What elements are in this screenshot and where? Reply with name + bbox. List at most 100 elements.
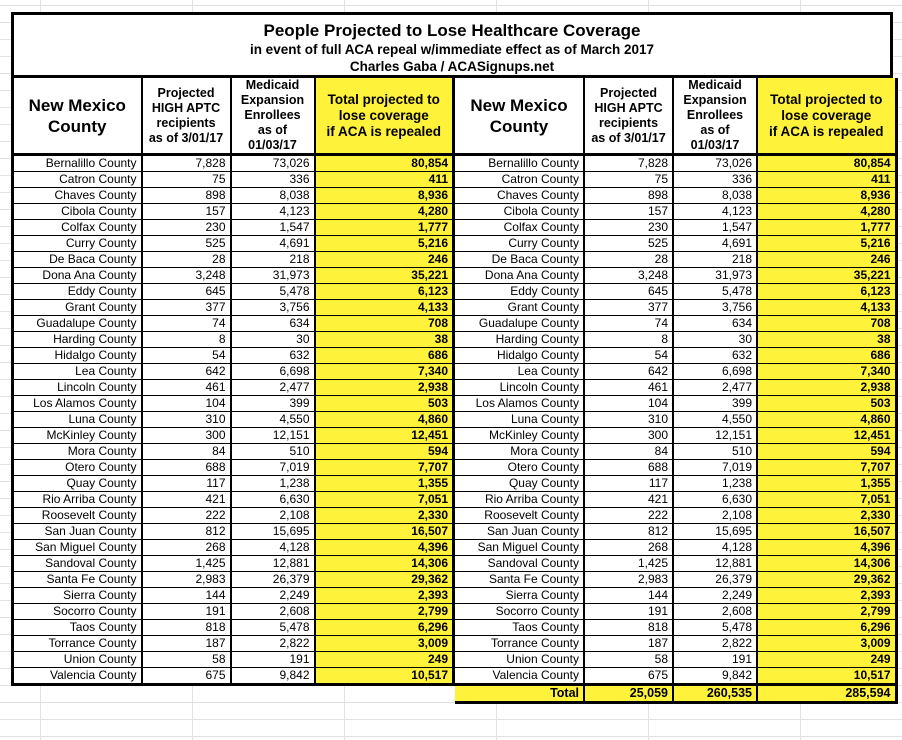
county-row: Taos County 818 5,478 6,296 [11,619,455,636]
total-value-cell: 3,009 [313,635,455,652]
aptc-value-cell: 688 [140,459,232,476]
county-name-cell: San Miguel County [455,539,585,556]
total-value-cell: 4,396 [313,539,455,556]
county-row: Hidalgo County 54 632 686 [455,347,898,364]
aptc-value-cell: 2,983 [583,571,674,588]
total-value-cell: 14,306 [313,555,455,572]
county-row: Valencia County 675 9,842 10,517 [455,667,898,685]
total-value-cell: 5,216 [313,235,455,252]
county-row: Curry County 525 4,691 5,216 [11,235,455,252]
county-name-cell: Catron County [455,171,585,188]
county-row: San Miguel County 268 4,128 4,396 [455,539,898,556]
aptc-value-cell: 54 [583,347,674,364]
county-row: Eddy County 645 5,478 6,123 [455,283,898,300]
county-row: Quay County 117 1,238 1,355 [455,475,898,492]
county-name-cell: Grant County [11,299,143,316]
county-name-cell: Sierra County [11,587,143,604]
medicaid-value-cell: 12,881 [672,555,758,572]
county-name-cell: Lea County [11,363,143,380]
county-row: Otero County 688 7,019 7,707 [11,459,455,476]
aptc-value-cell: 8 [583,331,674,348]
aptc-value-cell: 3,248 [140,267,232,284]
aptc-value-cell: 157 [583,203,674,220]
county-name-cell: Los Alamos County [455,395,585,412]
total-value-cell: 29,362 [313,571,455,588]
county-name-cell: Lea County [455,363,585,380]
aptc-value-cell: 117 [140,475,232,492]
aptc-value-cell: 7,828 [583,154,674,172]
medicaid-value-cell: 4,691 [229,235,316,252]
county-row: Los Alamos County 104 399 503 [455,395,898,412]
aptc-value-cell: 144 [583,587,674,604]
medicaid-value-cell: 336 [229,171,316,188]
col-header-county: New Mexico County [11,78,143,156]
county-row: McKinley County 300 12,151 12,451 [11,427,455,444]
aptc-value-cell: 1,425 [583,555,674,572]
county-name-cell: Eddy County [11,283,143,300]
medicaid-value-cell: 8,038 [672,187,758,204]
total-value-cell: 7,707 [756,459,898,476]
aptc-value-cell: 268 [583,539,674,556]
county-name-cell: Mora County [11,443,143,460]
medicaid-value-cell: 4,550 [229,411,316,428]
total-value-cell: 2,330 [756,507,898,524]
aptc-value-cell: 222 [583,507,674,524]
county-row: Torrance County 187 2,822 3,009 [455,635,898,652]
county-row: Roosevelt County 222 2,108 2,330 [455,507,898,524]
total-value-cell: 29,362 [756,571,898,588]
county-row: Hidalgo County 54 632 686 [11,347,455,364]
total-label-cell: Total [455,683,585,704]
county-row: Sandoval County 1,425 12,881 14,306 [455,555,898,572]
county-row: Lea County 642 6,698 7,340 [455,363,898,380]
county-row: Catron County 75 336 411 [11,171,455,188]
county-name-cell: Rio Arriba County [11,491,143,508]
aptc-value-cell: 812 [140,523,232,540]
county-row: San Juan County 812 15,695 16,507 [455,523,898,540]
county-row: Los Alamos County 104 399 503 [11,395,455,412]
aptc-value-cell: 645 [583,283,674,300]
county-row: Dona Ana County 3,248 31,973 35,221 [455,267,898,284]
medicaid-value-cell: 2,249 [229,587,316,604]
county-name-cell: San Miguel County [11,539,143,556]
county-row: Mora County 84 510 594 [11,443,455,460]
county-row: Eddy County 645 5,478 6,123 [11,283,455,300]
aptc-value-cell: 675 [140,667,232,686]
total-value-cell: 2,330 [313,507,455,524]
county-row: Lea County 642 6,698 7,340 [11,363,455,380]
county-name-cell: Otero County [455,459,585,476]
county-name-cell: Dona Ana County [455,267,585,284]
medicaid-value-cell: 30 [672,331,758,348]
county-row: Union County 58 191 249 [11,651,455,668]
total-value-cell: 4,280 [313,203,455,220]
county-row: Chaves County 898 8,038 8,936 [455,187,898,204]
county-name-cell: Sierra County [455,587,585,604]
aptc-value-cell: 58 [583,651,674,668]
col-header-medicaid: Medicaid Expansion Enrollees as of 01/03… [672,78,758,156]
aptc-value-cell: 818 [583,619,674,636]
total-value-cell: 35,221 [756,267,898,284]
tables-row: New Mexico County Projected HIGH APTC re… [11,78,898,704]
county-name-cell: Guadalupe County [11,315,143,332]
county-name-cell: Sandoval County [11,555,143,572]
aptc-value-cell: 310 [583,411,674,428]
aptc-value-cell: 812 [583,523,674,540]
col-header-aptc: Projected HIGH APTC recipients as of 3/0… [140,78,232,156]
aptc-value-cell: 300 [140,427,232,444]
county-row: Chaves County 898 8,038 8,936 [11,187,455,204]
county-name-cell: Harding County [11,331,143,348]
aptc-value-cell: 191 [140,603,232,620]
county-name-cell: Los Alamos County [11,395,143,412]
aptc-value-cell: 268 [140,539,232,556]
total-value-cell: 2,799 [756,603,898,620]
total-value-cell: 8,936 [313,187,455,204]
county-name-cell: Santa Fe County [455,571,585,588]
aptc-value-cell: 28 [583,251,674,268]
county-name-cell: Torrance County [455,635,585,652]
aptc-value-cell: 187 [583,635,674,652]
total-value-cell: 594 [313,443,455,460]
medicaid-value-cell: 632 [672,347,758,364]
county-row: Colfax County 230 1,547 1,777 [11,219,455,236]
medicaid-value-cell: 632 [229,347,316,364]
county-name-cell: Colfax County [11,219,143,236]
medicaid-value-cell: 7,019 [672,459,758,476]
